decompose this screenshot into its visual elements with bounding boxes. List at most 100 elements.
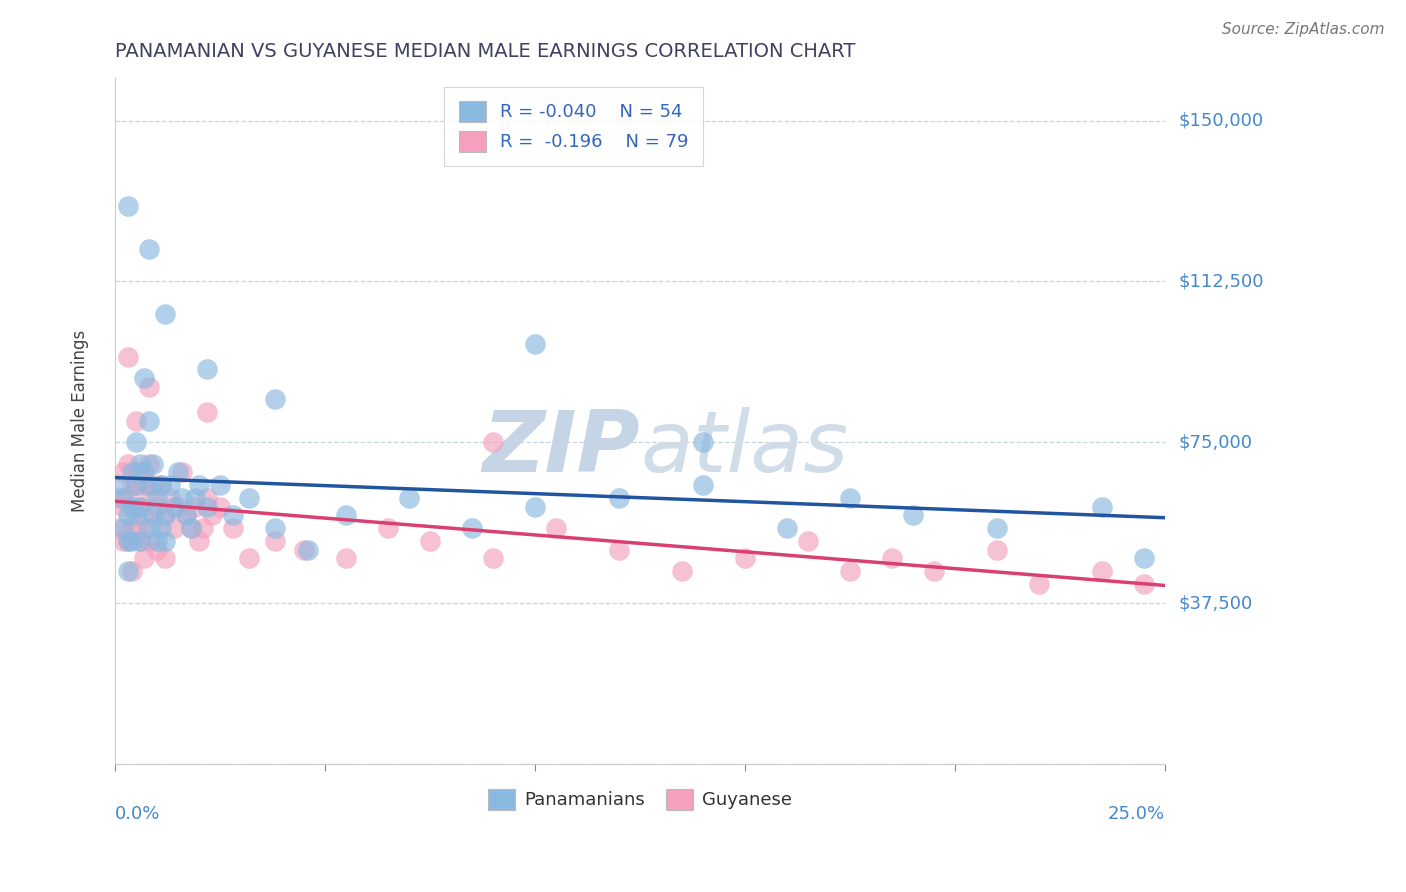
Point — [117, 457, 139, 471]
Text: ZIP: ZIP — [482, 407, 640, 490]
Point — [482, 435, 505, 450]
Point — [112, 521, 135, 535]
Point — [880, 551, 903, 566]
Point — [176, 508, 198, 523]
Point — [125, 478, 148, 492]
Point — [138, 478, 160, 492]
Point — [238, 491, 260, 506]
Text: $75,000: $75,000 — [1180, 434, 1253, 451]
Text: 25.0%: 25.0% — [1108, 805, 1166, 823]
Point — [398, 491, 420, 506]
Point — [121, 534, 143, 549]
Point — [187, 534, 209, 549]
Point — [221, 521, 243, 535]
Point — [191, 521, 214, 535]
Point — [187, 478, 209, 492]
Point — [901, 508, 924, 523]
Point — [108, 521, 131, 535]
Text: atlas: atlas — [640, 407, 848, 490]
Point — [142, 478, 165, 492]
Point — [150, 521, 173, 535]
Point — [159, 478, 181, 492]
Point — [377, 521, 399, 535]
Point — [117, 508, 139, 523]
Point — [159, 491, 181, 506]
Text: $150,000: $150,000 — [1180, 112, 1264, 129]
Point — [184, 500, 207, 514]
Point — [461, 521, 484, 535]
Point — [797, 534, 820, 549]
Point — [163, 521, 186, 535]
Point — [125, 435, 148, 450]
Point — [108, 478, 131, 492]
Point — [121, 478, 143, 492]
Text: $112,500: $112,500 — [1180, 272, 1264, 291]
Point — [195, 500, 218, 514]
Point — [1091, 500, 1114, 514]
Point — [121, 466, 143, 480]
Point — [138, 534, 160, 549]
Point — [1133, 551, 1156, 566]
Point — [117, 534, 139, 549]
Point — [146, 534, 169, 549]
Point — [117, 534, 139, 549]
Point — [167, 466, 190, 480]
Point — [221, 508, 243, 523]
Point — [138, 414, 160, 428]
Point — [200, 508, 222, 523]
Point — [692, 435, 714, 450]
Point — [734, 551, 756, 566]
Point — [142, 457, 165, 471]
Y-axis label: Median Male Earnings: Median Male Earnings — [72, 330, 89, 512]
Point — [125, 521, 148, 535]
Point — [163, 500, 186, 514]
Point — [117, 199, 139, 213]
Point — [146, 500, 169, 514]
Point — [671, 564, 693, 578]
Point — [129, 500, 152, 514]
Point — [117, 491, 139, 506]
Point — [176, 508, 198, 523]
Point — [138, 379, 160, 393]
Point — [117, 564, 139, 578]
Point — [839, 491, 862, 506]
Point — [129, 534, 152, 549]
Point — [184, 491, 207, 506]
Point — [238, 551, 260, 566]
Point — [125, 414, 148, 428]
Point — [986, 542, 1008, 557]
Point — [112, 466, 135, 480]
Point — [208, 478, 231, 492]
Text: Source: ZipAtlas.com: Source: ZipAtlas.com — [1222, 22, 1385, 37]
Point — [419, 534, 441, 549]
Point — [155, 508, 177, 523]
Point — [138, 491, 160, 506]
Text: PANAMANIAN VS GUYANESE MEDIAN MALE EARNINGS CORRELATION CHART: PANAMANIAN VS GUYANESE MEDIAN MALE EARNI… — [115, 42, 855, 61]
Point — [134, 478, 156, 492]
Point — [208, 500, 231, 514]
Point — [125, 508, 148, 523]
Point — [142, 508, 165, 523]
Point — [129, 457, 152, 471]
Point — [121, 500, 143, 514]
Point — [335, 508, 357, 523]
Point — [125, 478, 148, 492]
Point — [129, 534, 152, 549]
Point — [172, 466, 194, 480]
Point — [142, 521, 165, 535]
Text: 0.0%: 0.0% — [115, 805, 160, 823]
Point — [195, 405, 218, 419]
Point — [195, 362, 218, 376]
Point — [121, 521, 143, 535]
Point — [292, 542, 315, 557]
Point — [112, 500, 135, 514]
Point — [112, 491, 135, 506]
Point — [335, 551, 357, 566]
Point — [839, 564, 862, 578]
Point — [544, 521, 567, 535]
Point — [108, 491, 131, 506]
Legend: Panamanians, Guyanese: Panamanians, Guyanese — [481, 781, 800, 817]
Point — [195, 491, 218, 506]
Point — [112, 534, 135, 549]
Point — [607, 491, 630, 506]
